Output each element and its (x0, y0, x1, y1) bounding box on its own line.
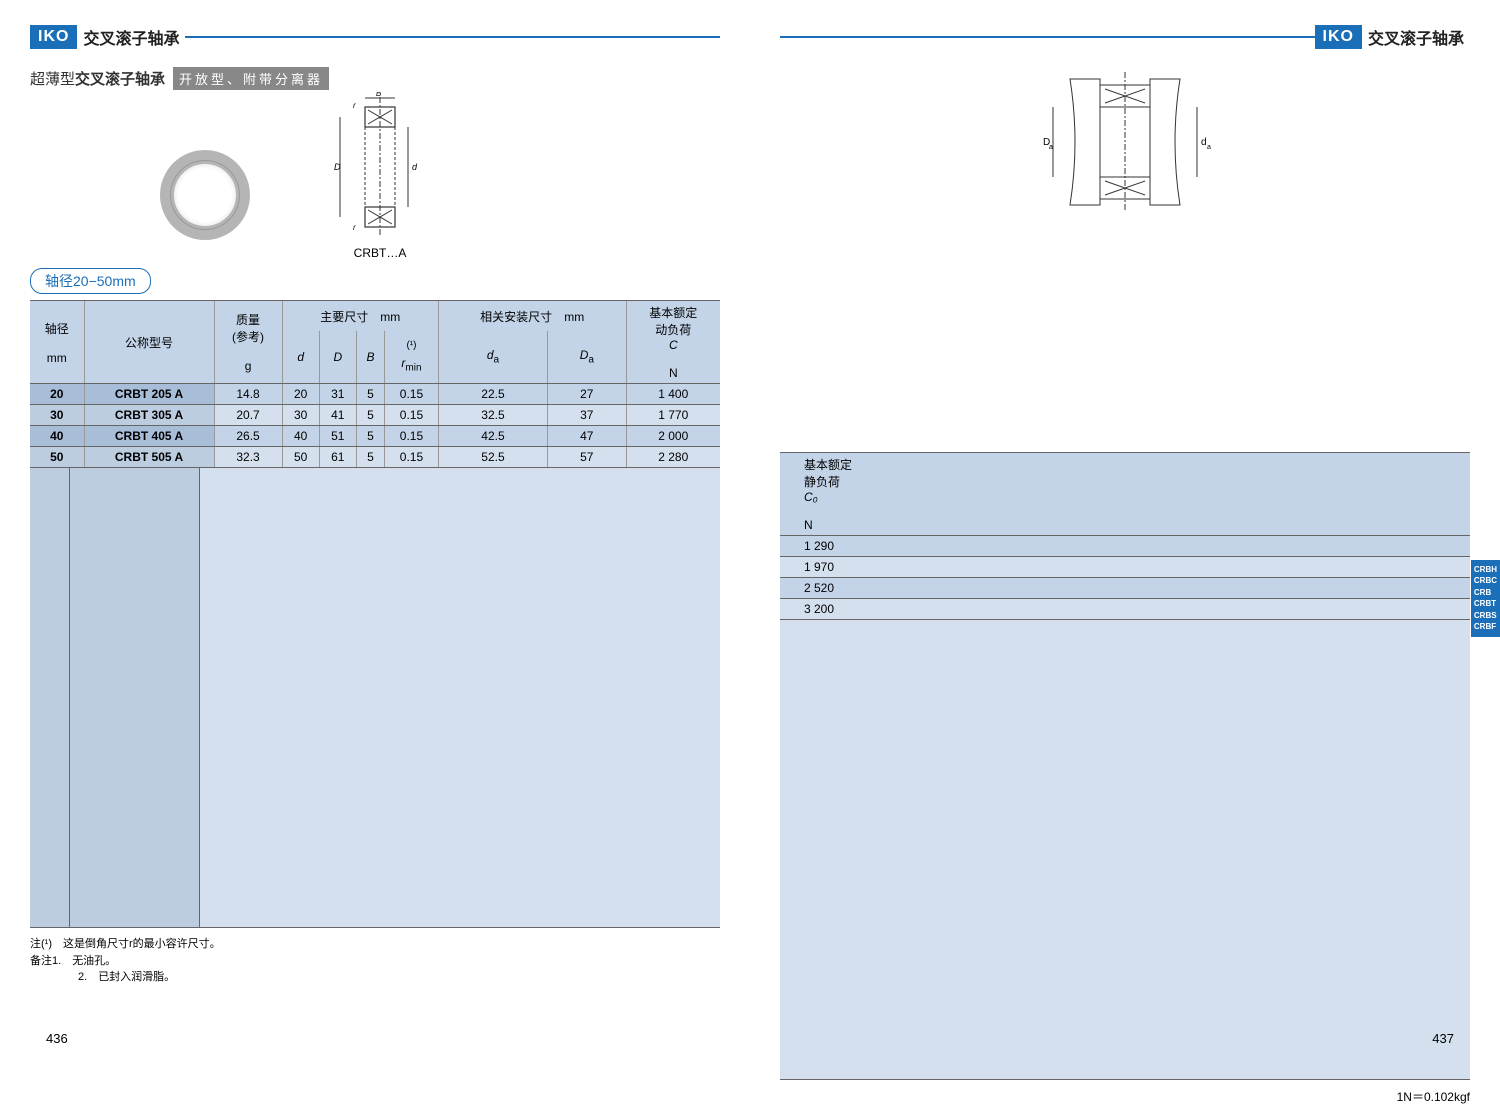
table-row: 3 200 (780, 599, 1470, 620)
header-right: IKO 交叉滚子轴承 (780, 25, 1470, 49)
spec-table-right: 基本额定静负荷C₀N 1 2901 9702 5203 200 (780, 452, 1470, 620)
side-tab: CRBT (1474, 599, 1497, 609)
subtitle: 超薄型交叉滚子轴承 (30, 68, 165, 89)
table-row: 20CRBT 205 A14.8203150.1522.5271 400 (30, 384, 720, 405)
table-row: 2 520 (780, 578, 1470, 599)
header-rule-right (780, 36, 1315, 38)
th-D: D (319, 331, 356, 383)
category-title-right: 交叉滚子轴承 (1368, 25, 1464, 49)
cross-section-diagram: D d B r r CRBT…A (330, 92, 430, 260)
note1-text: 这是倒角尺寸r的最小容许尺寸。 (63, 938, 221, 950)
header-left: IKO 交叉滚子轴承 (30, 25, 720, 49)
brand-logo-right: IKO (1315, 25, 1362, 49)
spec-table-left: 轴径mm 公称型号 质量(参考)g 主要尺寸 mm 相关安装尺寸 mm 基本额定… (30, 300, 720, 468)
notes-block: 注(¹) 这是倒角尺寸r的最小容许尺寸。 备注1. 无油孔。 2. 已封入润滑脂… (30, 936, 720, 986)
svg-text:a: a (1207, 144, 1211, 151)
side-tab: CRBS (1474, 611, 1497, 621)
th-dyn-load: 基本额定动负荷CN (626, 301, 720, 384)
diagram-label: CRBT…A (330, 246, 430, 260)
diagrams-row: D d B r r CRBT…A (160, 100, 720, 260)
th-main-dims: 主要尺寸 mm (282, 301, 438, 332)
remark1-text: 无油孔。 (72, 955, 116, 967)
side-tab: CRB (1474, 588, 1497, 598)
category-title: 交叉滚子轴承 (83, 25, 179, 49)
table-filler-left (30, 468, 720, 928)
th-Da: Da (548, 331, 626, 383)
th-mount-dims: 相关安装尺寸 mm (438, 301, 626, 332)
note1-label: 注(¹) (30, 938, 52, 950)
table-row: 50CRBT 505 A32.3506150.1552.5572 280 (30, 447, 720, 468)
side-tab: CRBH (1474, 565, 1497, 575)
svg-text:r: r (353, 223, 356, 232)
th-B: B (356, 331, 384, 383)
type-badge: 开放型、附带分离器 (173, 67, 329, 90)
th-da: da (438, 331, 547, 383)
table-row: 30CRBT 305 A20.7304150.1532.5371 770 (30, 405, 720, 426)
page-number-right: 437 (1432, 1031, 1454, 1046)
th-mass: 质量(参考)g (214, 301, 282, 384)
subtitle-bold: 交叉滚子轴承 (75, 71, 165, 88)
table-filler-right (780, 620, 1470, 1080)
th-d: d (282, 331, 319, 383)
th-shaft: 轴径mm (30, 301, 84, 384)
side-tab: CRBC (1474, 576, 1497, 586)
svg-text:r: r (353, 101, 356, 110)
svg-text:B: B (376, 92, 382, 98)
brand-logo: IKO (30, 25, 77, 49)
svg-text:d: d (412, 162, 418, 172)
subtitle-prefix: 超薄型 (30, 71, 75, 88)
svg-text:D: D (334, 162, 341, 172)
remark2-label: 2. (78, 971, 87, 983)
page-number-left: 436 (46, 1031, 68, 1046)
side-tabs: CRBHCRBC CRBCRBT CRBSCRBF (1471, 560, 1500, 637)
svg-text:a: a (1049, 144, 1053, 151)
mounting-diagram: Da da (1025, 67, 1225, 217)
th-rmin: (¹)rmin (385, 331, 439, 383)
svg-text:d: d (1201, 137, 1207, 148)
remark2-text: 已封入润滑脂。 (98, 971, 175, 983)
conversion-note: 1N＝0.102kgf (780, 1088, 1470, 1105)
header-rule (185, 36, 720, 38)
table-row: 1 970 (780, 557, 1470, 578)
table-row: 1 290 (780, 536, 1470, 557)
remark-label: 备注1. (30, 955, 61, 967)
range-badge: 轴径20−50mm (30, 268, 151, 294)
th-stat-load: 基本额定静负荷C₀N (780, 453, 1470, 536)
side-tab: CRBF (1474, 622, 1497, 632)
bearing-photo (160, 150, 250, 240)
table-row: 40CRBT 405 A26.5405150.1542.5472 000 (30, 426, 720, 447)
subtitle-row: 超薄型交叉滚子轴承 开放型、附带分离器 (30, 67, 720, 90)
th-model: 公称型号 (84, 301, 214, 384)
